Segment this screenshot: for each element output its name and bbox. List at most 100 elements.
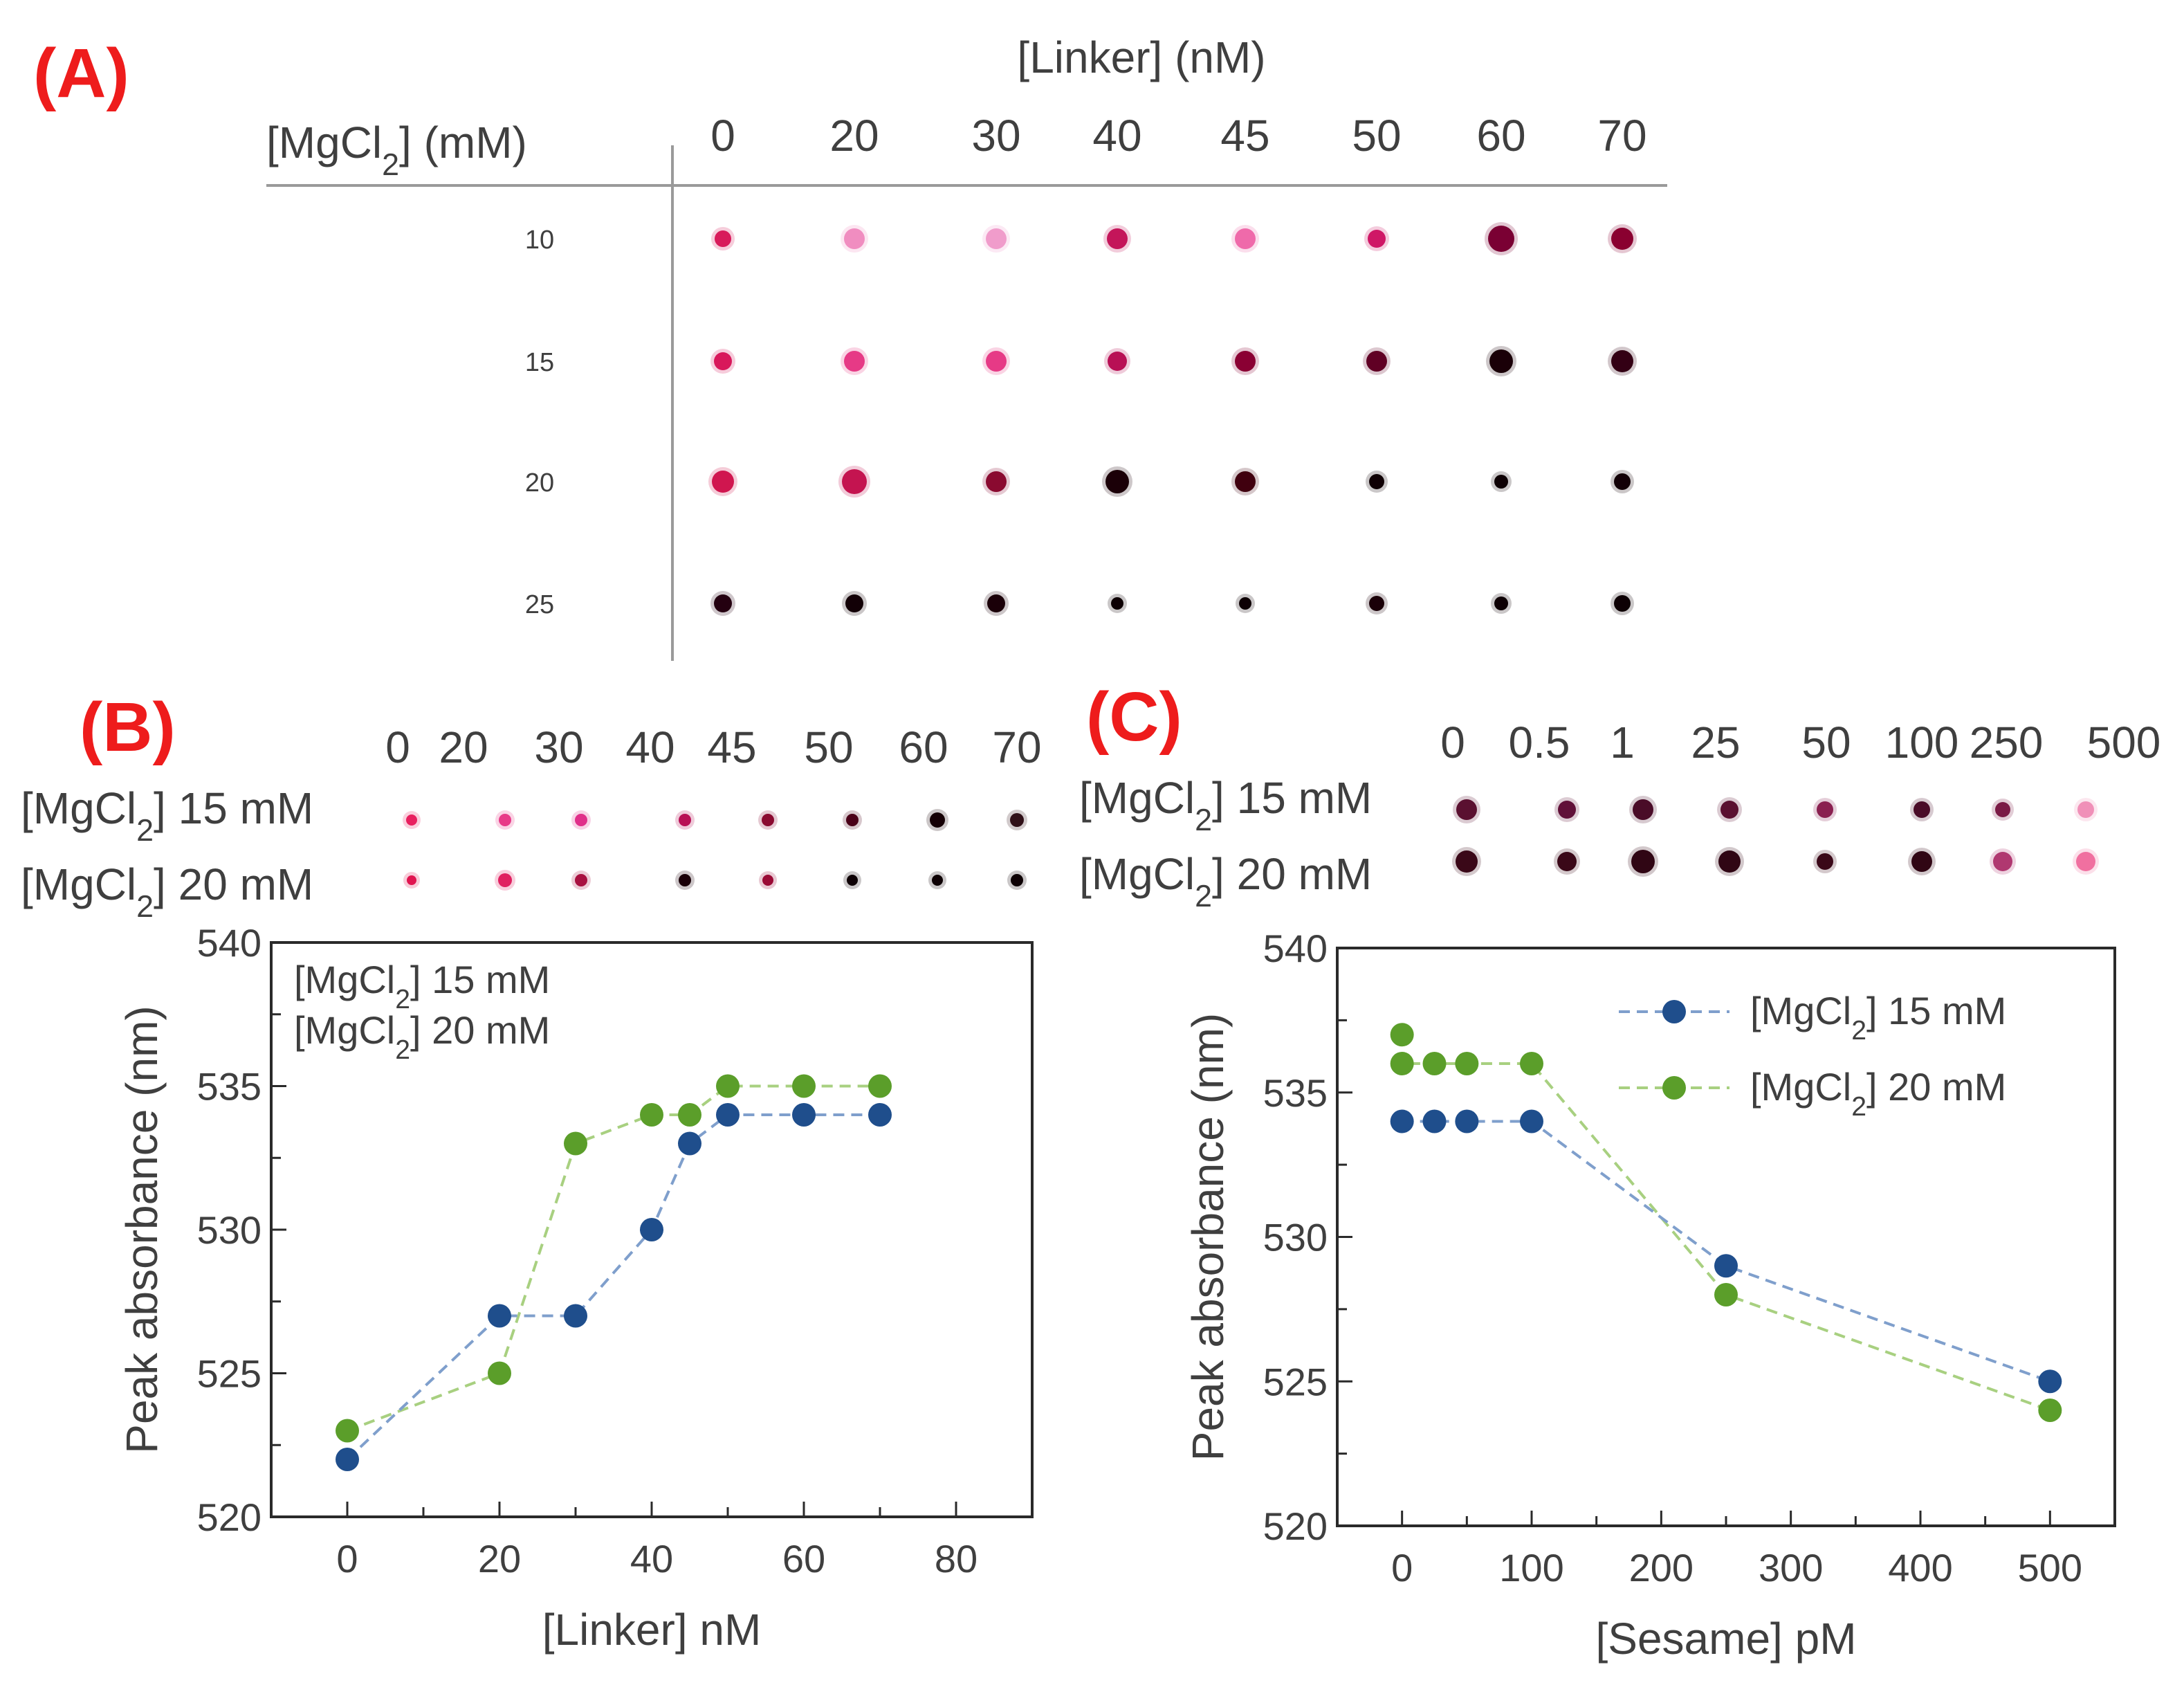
panel-b-strip-column-label: 40: [625, 722, 675, 772]
panel-b-strip-spot: [571, 810, 591, 830]
y-tick-label: 540: [1263, 927, 1328, 970]
panel-a-row-labels: 10 15 20 25: [525, 226, 554, 619]
panel-b-strip-spot: [495, 870, 515, 891]
data-point-15mM: [1455, 1109, 1479, 1133]
panel-c-strip-spot: [1813, 850, 1837, 873]
data-point-20mM: [564, 1131, 587, 1156]
series-line-20mM: [347, 1084, 880, 1432]
panel-a-spot: [1366, 592, 1388, 614]
data-point-20mM: [640, 1103, 663, 1127]
chart-b: 520 525 530 535 540 0 20 40 60 80 [Linker] nM Peak …: [117, 921, 1034, 1655]
panel-a-column-label: 50: [1352, 111, 1401, 161]
panel-a-spot: [1611, 470, 1634, 493]
legend-marker: [1662, 1076, 1686, 1100]
chart-c: 520 525 530 535 540 0 100 200 300 400 500 [Sesame] …: [1183, 927, 2116, 1664]
x-tick-label: 0: [1391, 1546, 1413, 1590]
x-tick-label: 300: [1759, 1546, 1823, 1590]
data-point-15mM: [1390, 1109, 1414, 1133]
panel-a-spot: [1491, 471, 1512, 492]
panel-c-strip-spot: [1717, 797, 1742, 822]
panel-b-strip-spot: [928, 871, 946, 889]
panel-a-spot: [982, 468, 1010, 495]
y-tick-label: 520: [197, 1495, 261, 1539]
data-point-15mM: [868, 1103, 892, 1127]
x-tick-label: 40: [630, 1537, 673, 1581]
panel-c-strip-spot: [1453, 796, 1480, 823]
y-tick-label: 530: [197, 1208, 261, 1252]
panel-a-column-labels: 0 20 30 40 45 50 60 70: [710, 111, 1646, 161]
panel-a-spot: [842, 591, 867, 616]
x-tick-label: 80: [935, 1537, 978, 1581]
data-point-20mM: [1422, 1052, 1447, 1075]
legend-marker: [1662, 1000, 1686, 1023]
panel-a-spot: [710, 349, 735, 374]
data-point-20mM: [678, 1103, 701, 1127]
data-point-15mM: [564, 1304, 587, 1328]
panel-c-strip-column-label: 0: [1440, 718, 1465, 767]
y-tick-label: 535: [1263, 1071, 1328, 1115]
panel-a-spot-grid: [708, 222, 1637, 616]
data-point-20mM: [1455, 1052, 1479, 1075]
panel-a-row-label: 25: [525, 590, 554, 619]
panel-a-spot: [1236, 594, 1255, 613]
panel-b-strip-column-label: 50: [804, 722, 853, 772]
panel-a-spot: [710, 591, 735, 616]
y-tick-label: 540: [197, 921, 261, 965]
panel-c-strip-column-label: 0.5: [1509, 718, 1570, 767]
panel-b-strip-column-label: 45: [707, 722, 756, 772]
data-point-20mM: [1390, 1023, 1414, 1047]
panel-a-spot: [841, 225, 868, 253]
panel-b-strip-column-labels: 0 20 30 40 45 50 60 70: [385, 722, 1041, 772]
panel-a-column-label: 40: [1092, 111, 1141, 161]
data-point-15mM: [1422, 1109, 1447, 1133]
x-tick-label: 500: [2018, 1546, 2082, 1590]
panel-a-spot: [711, 227, 735, 251]
panel-a-spot: [1231, 468, 1259, 495]
panel-a-spot: [1608, 347, 1637, 376]
panel-b-strip-spot: [759, 871, 777, 889]
panel-c-strip-spot: [1452, 847, 1481, 876]
panel-a-spot: [982, 225, 1010, 253]
panel-c-strip-spot: [1554, 797, 1579, 822]
panel-c-strip-spot: [1908, 848, 1936, 875]
panel-a-column-label: 0: [710, 111, 735, 161]
panel-b-strip-spot: [675, 810, 695, 830]
panel-b-label: (B): [80, 689, 176, 766]
x-tick-label: 400: [1888, 1546, 1952, 1590]
panel-a-spot: [1102, 466, 1132, 497]
panel-a-spot: [1104, 348, 1130, 374]
panel-a-spot: [841, 347, 868, 375]
data-point-20mM: [1714, 1283, 1738, 1306]
panel-a-spot: [1103, 225, 1131, 253]
panel-c-strip-spots: [1452, 796, 2099, 877]
panel-a-spot: [1231, 347, 1259, 375]
y-tick-label: 525: [1263, 1360, 1328, 1403]
panel-c-strip-column-label: 1: [1610, 718, 1635, 767]
panel-b-strip-spot: [403, 872, 420, 889]
data-point-20mM: [336, 1419, 359, 1443]
panel-b-strip-column-label: 60: [899, 722, 948, 772]
data-point-20mM: [716, 1074, 740, 1098]
y-tick-label: 530: [1263, 1216, 1328, 1259]
panel-c-strip-spot: [1715, 847, 1744, 876]
panel-a-spot: [1486, 346, 1516, 376]
panel-a-label: (A): [33, 35, 129, 112]
data-point-15mM: [716, 1103, 740, 1127]
panel-c-strip-column-label: 50: [1801, 718, 1851, 767]
panel-c-label: (C): [1086, 678, 1182, 756]
panel-a-column-label: 30: [971, 111, 1020, 161]
y-tick-label: 535: [197, 1065, 261, 1109]
panel-a-spot: [1491, 593, 1512, 614]
panel-a-spot: [1366, 471, 1388, 493]
panel-a-spot: [1608, 224, 1637, 253]
panel-c-strip-spot: [2073, 848, 2099, 875]
panel-a-row-label: 10: [525, 226, 554, 255]
series-line-15mM: [346, 1113, 880, 1461]
panel-a-spot: [1364, 226, 1389, 251]
panel-b-strip-spot: [758, 810, 778, 830]
x-tick-label: 200: [1629, 1546, 1694, 1590]
panel-b-strip-spot: [843, 810, 862, 830]
panel-a-row-label: 20: [525, 468, 554, 498]
panel-b-strip-spots: [403, 809, 1027, 891]
panel-a-spot: [1485, 222, 1518, 255]
